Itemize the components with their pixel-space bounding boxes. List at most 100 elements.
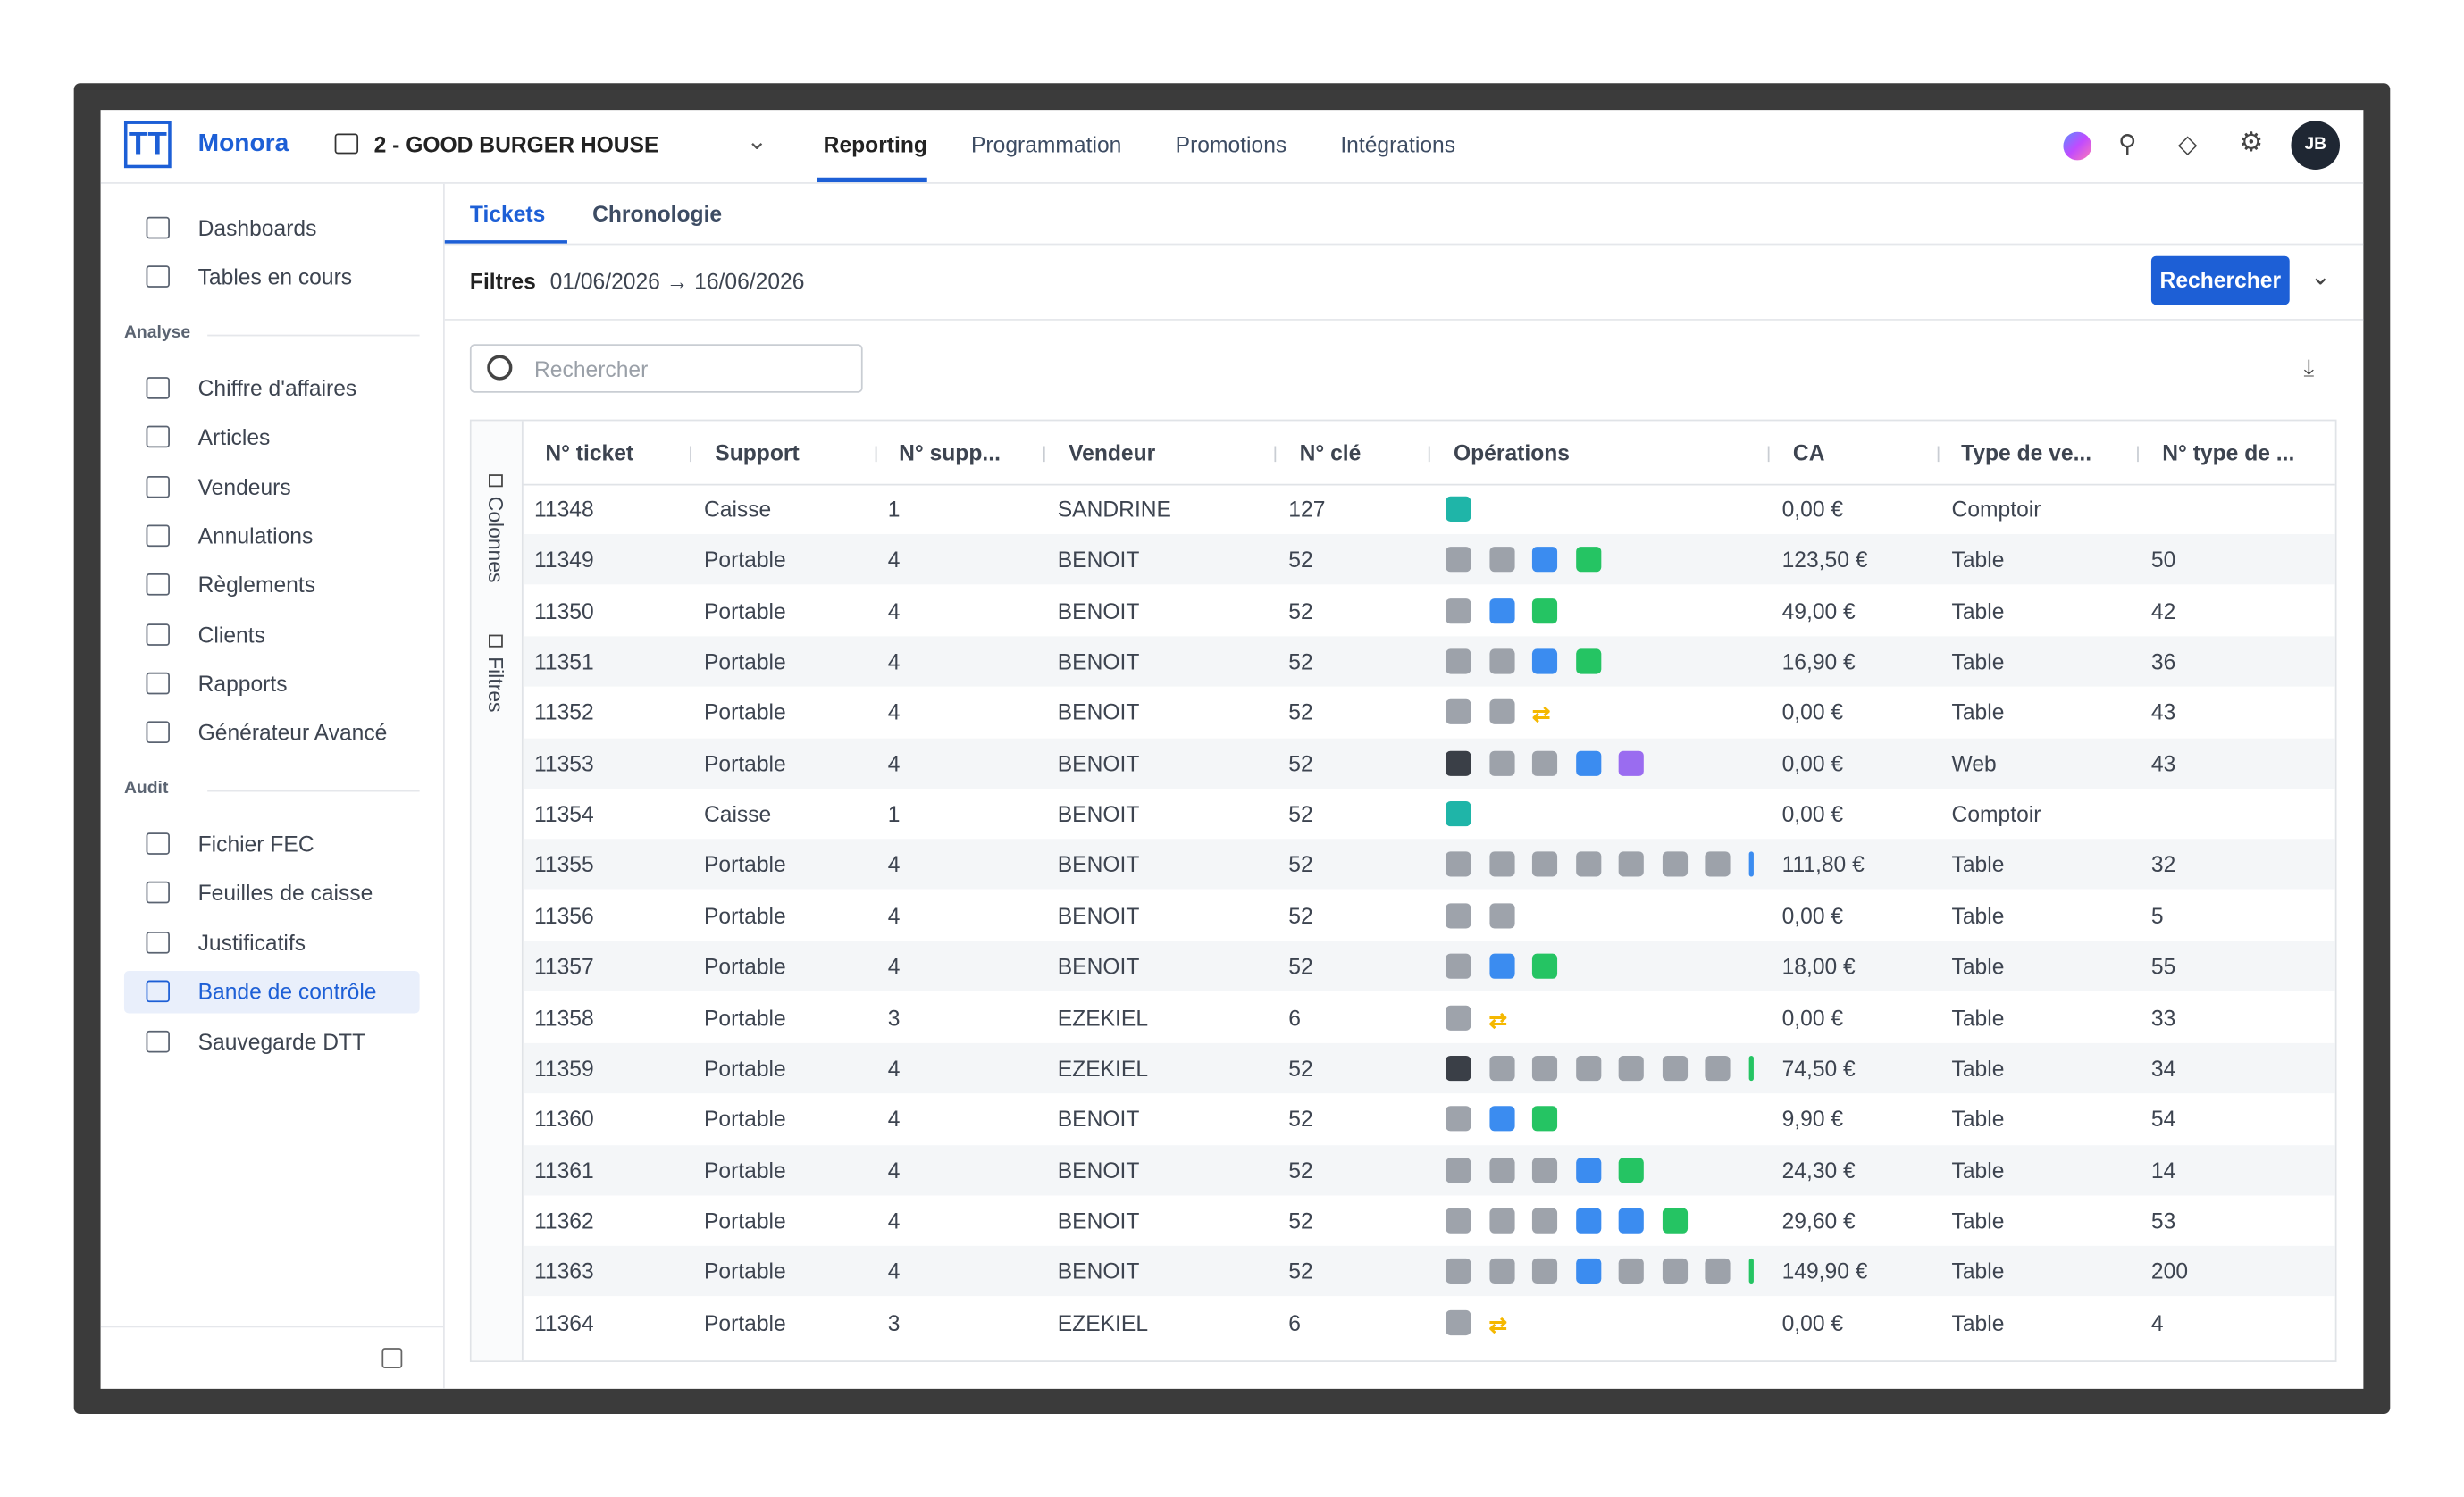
collapse-sidebar[interactable]: [381, 1348, 403, 1369]
menu-item[interactable]: Tables en cours: [197, 263, 353, 289]
column-separator: [690, 446, 691, 463]
cell: 11359: [534, 1055, 594, 1081]
menu-item[interactable]: Bande de contrôle: [197, 978, 377, 1004]
nav-item[interactable]: Programmation: [971, 131, 1122, 157]
op-icon: [1446, 1106, 1471, 1132]
section-line: [207, 790, 420, 792]
column-header[interactable]: N° ticket: [545, 439, 634, 465]
dropdown-arrow[interactable]: ⌄: [746, 129, 768, 156]
divider: [444, 243, 2364, 246]
strip-label[interactable]: Colonnes: [483, 496, 508, 583]
cell: BENOIT: [1057, 699, 1140, 725]
op-icon: [1705, 1259, 1731, 1284]
cell: 11354: [534, 801, 594, 827]
menu-item[interactable]: Chiffre d'affaires: [197, 375, 357, 401]
cell: 0,00 €: [1781, 903, 1844, 929]
cell: BENOIT: [1057, 953, 1140, 980]
cell: Table: [1951, 648, 2005, 674]
column-separator: [1274, 446, 1277, 463]
menu-item[interactable]: Sauvegarde DTT: [197, 1029, 366, 1055]
op-icon: [1618, 1157, 1644, 1183]
menu-icon: [146, 216, 170, 239]
logo[interactable]: TT: [123, 121, 172, 169]
op-icon: [1747, 852, 1754, 878]
op-icon: [1446, 1309, 1471, 1335]
ai-icon[interactable]: [2063, 131, 2092, 161]
cell: 0,00 €: [1781, 801, 1844, 827]
column-header[interactable]: Opérations: [1453, 439, 1570, 465]
op-icon: [1575, 1055, 1601, 1081]
tag-icon[interactable]: ◇: [2177, 131, 2198, 159]
table: Colonnes Filtres N° ticket Support N° supp..…: [469, 419, 2337, 1362]
cell: BENOIT: [1057, 1157, 1140, 1183]
op-icon: [1446, 1259, 1471, 1284]
menu-item[interactable]: Générateur Avancé: [197, 719, 388, 745]
cell: 1: [887, 801, 901, 827]
op-icon: [1531, 1208, 1558, 1234]
op-icon: [1488, 1157, 1514, 1183]
menu-item[interactable]: Justificatifs: [197, 930, 306, 956]
nav-item[interactable]: Reporting: [823, 131, 927, 157]
download[interactable]: ⤓: [2303, 355, 2315, 382]
cell: Portable: [703, 547, 786, 573]
date-range[interactable]: 01/06/2026 → 16/06/2026: [549, 268, 805, 294]
search-input[interactable]: Rechercher: [469, 344, 863, 393]
section-line: [207, 334, 420, 337]
row-stripe: [523, 1042, 2335, 1093]
divider: [100, 182, 2364, 184]
cell: 11361: [534, 1157, 594, 1183]
search-icon: [487, 355, 513, 381]
avatar[interactable]: JB: [2291, 121, 2341, 170]
strip-label[interactable]: Filtres: [483, 657, 508, 713]
nav-item[interactable]: Promotions: [1175, 131, 1287, 157]
cell: 11363: [534, 1259, 594, 1284]
cell: 9,90 €: [1781, 1106, 1844, 1132]
launch-icon[interactable]: ⚲: [2117, 131, 2137, 159]
store-select[interactable]: 2 - GOOD BURGER HOUSE: [373, 131, 659, 157]
op-icon: [1446, 903, 1471, 929]
cell: 49,00 €: [1781, 598, 1856, 623]
op-icon: [1575, 547, 1601, 573]
search-button[interactable]: Rechercher: [2150, 255, 2290, 305]
cell: Table: [1951, 598, 2005, 623]
cell: Portable: [703, 699, 786, 725]
cell: 6: [1288, 1004, 1302, 1030]
op-icon: [1446, 1004, 1471, 1030]
menu-item[interactable]: Fichier FEC: [197, 831, 314, 857]
settings-icon[interactable]: ⚙: [2239, 127, 2264, 157]
menu-item[interactable]: Rapports: [197, 671, 288, 697]
op-icon: [1531, 1106, 1558, 1132]
cell: 4: [887, 648, 901, 674]
menu-item[interactable]: Annulations: [197, 523, 314, 548]
menu-item[interactable]: Règlements: [197, 572, 316, 598]
cell: EZEKIEL: [1057, 1055, 1149, 1081]
divider: [444, 319, 2364, 321]
column-header[interactable]: N° clé: [1299, 439, 1362, 465]
cell: 4: [887, 1106, 901, 1132]
tab[interactable]: Tickets: [469, 201, 546, 227]
menu-item[interactable]: Clients: [197, 622, 265, 648]
cell: 29,60 €: [1781, 1208, 1856, 1234]
brand[interactable]: Monora: [197, 130, 289, 157]
column-header[interactable]: CA: [1792, 439, 1825, 465]
nav-item[interactable]: Intégrations: [1340, 131, 1456, 157]
cell: BENOIT: [1057, 1208, 1140, 1234]
menu-item[interactable]: Dashboards: [197, 214, 317, 241]
cell: 11350: [534, 598, 594, 623]
op-icon: [1488, 903, 1514, 929]
menu-item[interactable]: Feuilles de caisse: [197, 879, 373, 906]
column-header[interactable]: N° supp...: [899, 439, 1001, 465]
column-header[interactable]: Vendeur: [1069, 439, 1156, 465]
menu-item[interactable]: Vendeurs: [197, 474, 291, 500]
column-header[interactable]: Type de ve...: [1961, 439, 2092, 465]
cell: 4: [2150, 1309, 2164, 1335]
filters-toggle[interactable]: ⌄: [2309, 263, 2332, 291]
tab[interactable]: Chronologie: [592, 201, 723, 227]
cell: 4: [887, 750, 901, 776]
cell: 11349: [534, 547, 594, 573]
column-header[interactable]: N° type de ...: [2162, 439, 2295, 465]
menu-item[interactable]: Articles: [197, 423, 271, 450]
op-icon: [1446, 648, 1471, 674]
column-header[interactable]: Support: [715, 439, 800, 465]
cell: 34: [2150, 1055, 2176, 1081]
